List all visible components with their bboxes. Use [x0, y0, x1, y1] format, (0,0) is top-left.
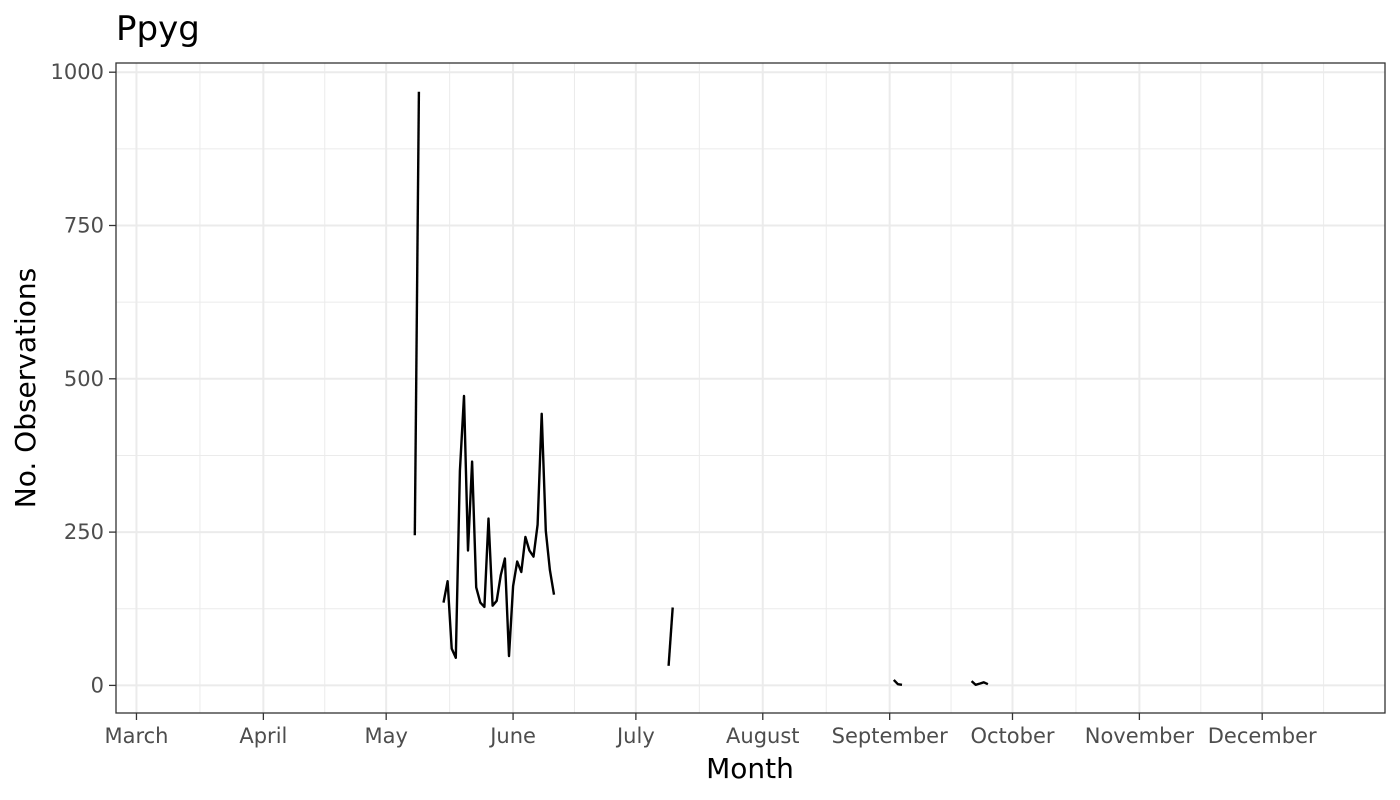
x-tick-label: October	[970, 724, 1054, 748]
y-tick-label: 750	[64, 214, 104, 238]
x-axis: March April May June July August September Octo…	[104, 713, 1317, 748]
x-tick-label: December	[1208, 724, 1317, 748]
series-line-segment	[667, 607, 674, 666]
y-axis: 0 250 500 750 1000	[51, 60, 116, 697]
x-tick-label: April	[239, 724, 287, 748]
y-tick-label: 500	[64, 367, 104, 391]
x-tick-label: August	[726, 724, 800, 748]
x-axis-title: Month	[706, 752, 794, 785]
series-layer	[413, 91, 989, 686]
x-tick-label: March	[104, 724, 168, 748]
series-line-segment	[892, 679, 903, 686]
x-tick-label: June	[488, 724, 536, 748]
chart-title: Ppyg	[116, 9, 200, 49]
y-tick-label: 250	[64, 520, 104, 544]
y-tick-label: 0	[91, 673, 104, 697]
x-tick-label: November	[1085, 724, 1195, 748]
x-tick-label: May	[364, 724, 407, 748]
y-axis-title: No. Observations	[9, 268, 42, 508]
series-line-segment	[970, 680, 989, 686]
panel-background	[116, 63, 1385, 713]
panel-border	[115, 62, 1386, 714]
x-tick-label: July	[615, 724, 655, 748]
y-tick-label: 1000	[51, 60, 104, 84]
major-gridlines	[116, 63, 1385, 713]
plot-panel	[115, 62, 1386, 714]
series-line-segment	[413, 91, 421, 536]
series-line-segment	[442, 394, 556, 659]
minor-gridlines	[116, 63, 1385, 713]
x-tick-label: September	[832, 724, 948, 748]
